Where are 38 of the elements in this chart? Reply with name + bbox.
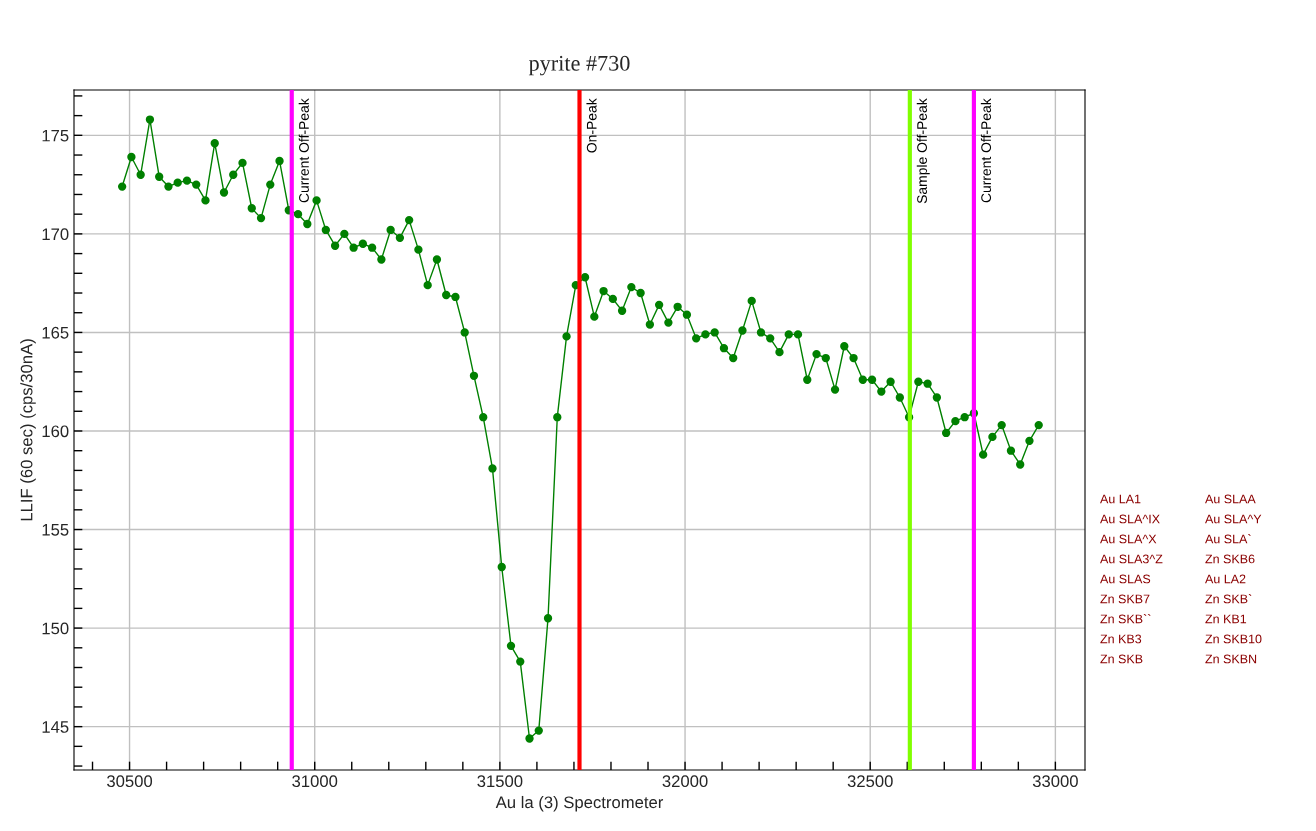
x-axis-title: Au la (3) Spectrometer bbox=[495, 795, 664, 812]
text: Zn SKB6 bbox=[1205, 554, 1255, 564]
text: Zn SKB7 bbox=[1100, 594, 1150, 604]
text: Au SLAA bbox=[1205, 494, 1256, 504]
text: Au SLA3^Z bbox=[1100, 554, 1163, 564]
text: Au SLA^X bbox=[1100, 534, 1157, 544]
y-tick-label: 170 bbox=[42, 228, 69, 241]
text: Zn SKB`` bbox=[1100, 614, 1151, 624]
text: Zn SKB` bbox=[1205, 594, 1252, 604]
x-tick-label: 30500 bbox=[107, 775, 153, 788]
text: Au SLA^IX bbox=[1100, 514, 1160, 524]
x-tick-label: 33000 bbox=[1032, 775, 1078, 788]
y-tick-label: 165 bbox=[42, 326, 69, 339]
y-axis-title: LLIF (60 sec) (cps/30nA) bbox=[20, 339, 36, 521]
ref-line-label: Current Off-Peak bbox=[298, 98, 309, 203]
y-tick-label: 150 bbox=[42, 622, 69, 635]
text: Zn KB3 bbox=[1100, 634, 1142, 644]
ref-line-label: Current Off-Peak bbox=[980, 98, 992, 203]
chart-title: pyrite #730 bbox=[528, 55, 630, 76]
text: Zn SKB bbox=[1100, 654, 1143, 664]
text: Au LA2 bbox=[1205, 574, 1246, 584]
y-tick-label: 160 bbox=[42, 425, 69, 438]
text: Au SLA^Y bbox=[1205, 514, 1262, 524]
text: Zn SKB10 bbox=[1205, 634, 1262, 644]
x-tick-label: 31000 bbox=[292, 775, 338, 788]
text: Au LA1 bbox=[1100, 494, 1141, 504]
ref-line-label: Sample Off-Peak bbox=[916, 98, 930, 204]
y-tick-label: 175 bbox=[42, 129, 69, 142]
text: Au SLAS bbox=[1100, 574, 1151, 584]
x-tick-label: 32000 bbox=[662, 775, 708, 788]
text: Zn KB1 bbox=[1205, 614, 1247, 624]
ref-line-label: On-Peak bbox=[586, 98, 597, 153]
text: Zn SKBN bbox=[1205, 654, 1257, 664]
text: Au SLA` bbox=[1205, 534, 1251, 544]
y-tick-label: 145 bbox=[42, 721, 69, 733]
y-tick-label: 155 bbox=[42, 524, 69, 536]
x-tick-label: 32500 bbox=[847, 775, 893, 788]
x-tick-label: 31500 bbox=[477, 775, 523, 788]
